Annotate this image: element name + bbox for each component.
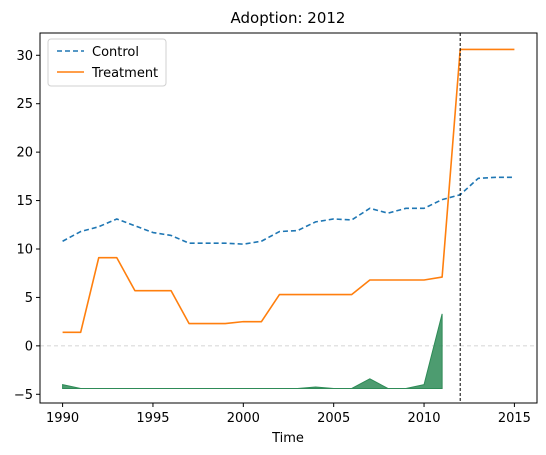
y-tick-label: 15	[16, 194, 33, 209]
y-tick-label: 0	[25, 339, 33, 354]
chart-title: Adoption: 2012	[231, 9, 346, 27]
y-tick-label: −5	[14, 388, 33, 403]
plot-frame	[40, 33, 537, 403]
x-tick-label: 2015	[498, 411, 531, 426]
y-tick-label: 20	[16, 146, 33, 161]
legend: Control Treatment	[48, 39, 166, 86]
y-tick-label: 25	[16, 97, 33, 112]
y-tick-label: 5	[25, 291, 33, 306]
legend-label-treatment: Treatment	[91, 66, 158, 81]
legend-label-control: Control	[92, 45, 139, 60]
x-axis-label: Time	[271, 431, 304, 446]
difference-area	[63, 314, 443, 389]
x-tick-label: 1995	[136, 411, 169, 426]
y-tick-label: 30	[16, 49, 33, 64]
x-tick-label: 2000	[227, 411, 260, 426]
x-tick-label: 1990	[46, 411, 79, 426]
series-line-treatment	[63, 49, 515, 332]
x-tick-label: 2010	[407, 411, 440, 426]
x-tick-label: 2005	[317, 411, 350, 426]
y-tick-label: 10	[16, 242, 33, 257]
